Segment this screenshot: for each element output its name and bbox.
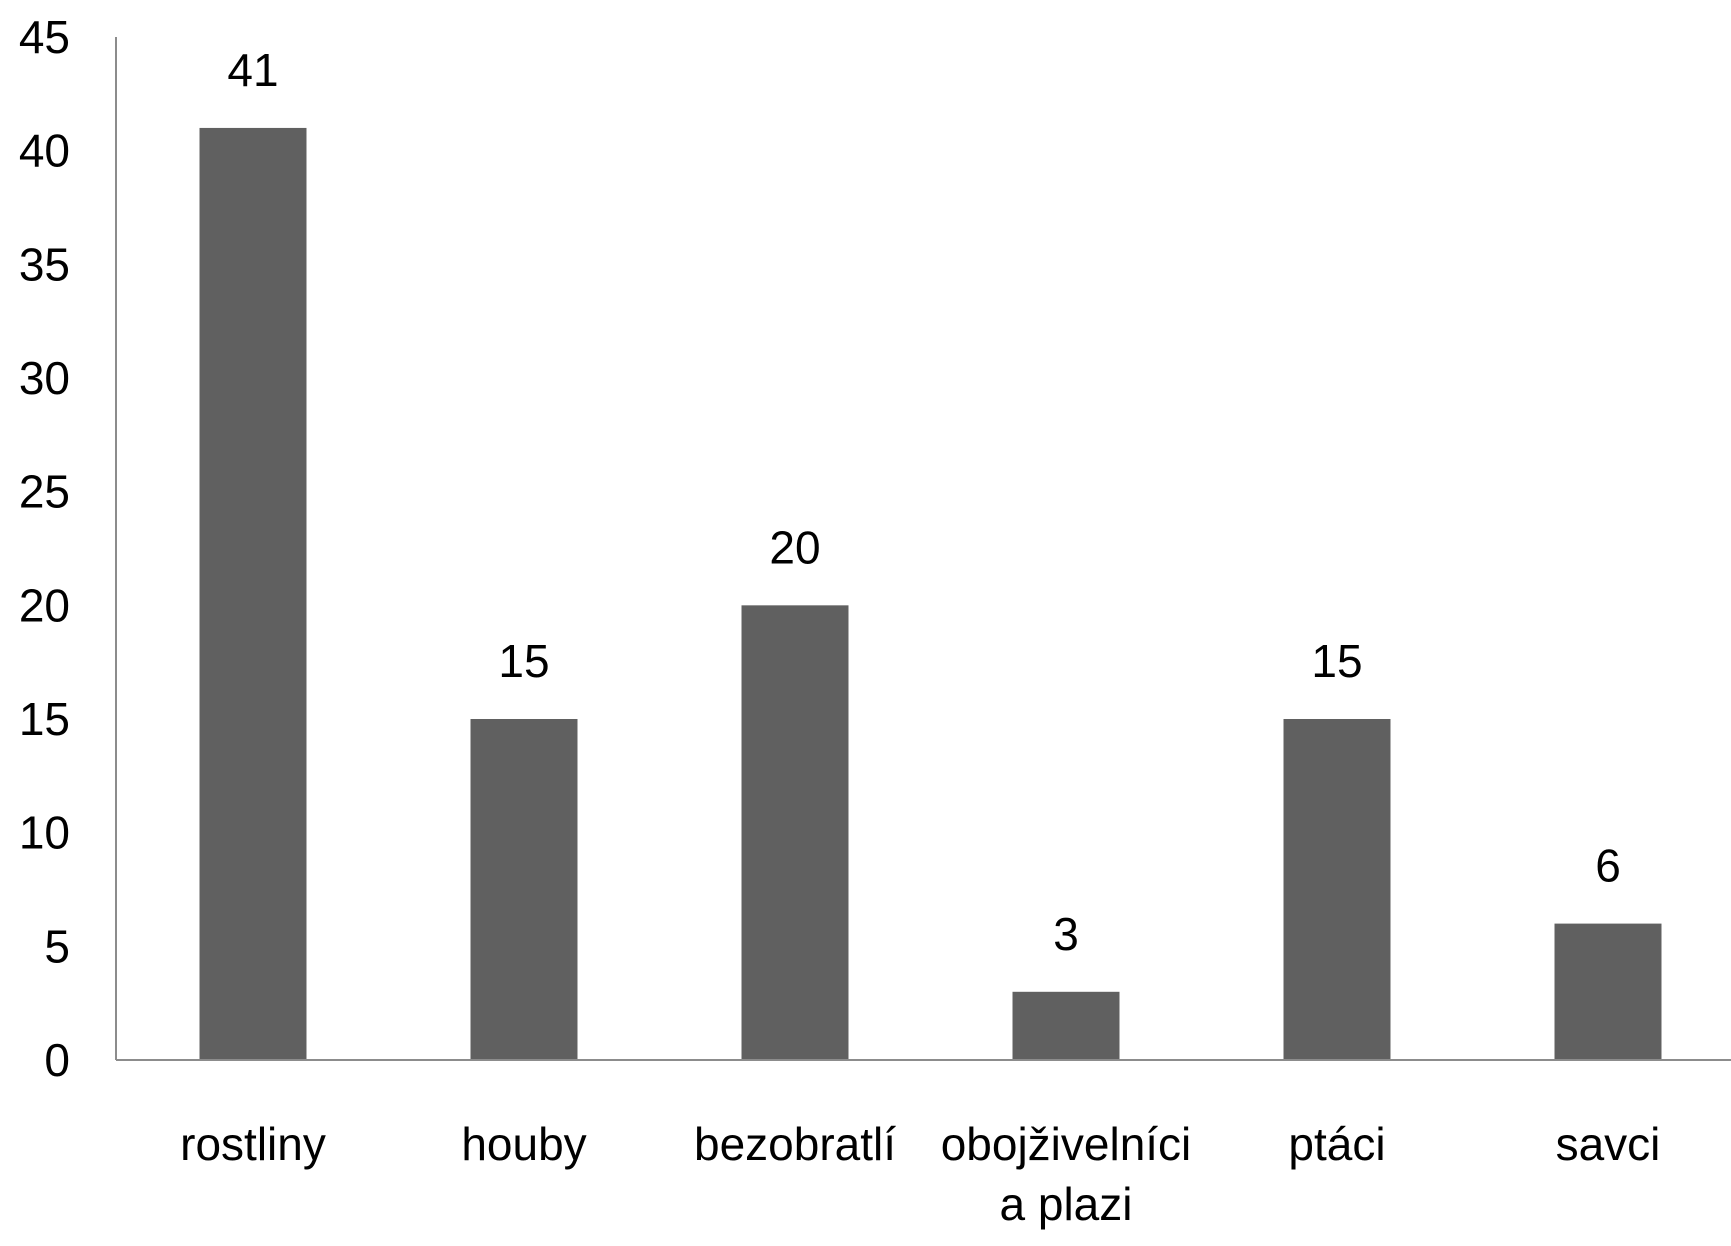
y-tick-label: 45 [19, 11, 70, 63]
x-category-label-line: a plazi [1000, 1178, 1133, 1230]
y-tick-label: 15 [19, 693, 70, 745]
x-category-label-line: savci [1556, 1118, 1661, 1170]
bar [1283, 719, 1391, 1060]
x-category-label-line: ptáci [1288, 1118, 1385, 1170]
x-category-label-line: obojživelníci [941, 1118, 1192, 1170]
x-category-label: ptáci [1288, 1118, 1385, 1170]
x-category-label-line: rostliny [180, 1118, 326, 1170]
y-tick-label: 40 [19, 125, 70, 177]
y-tick-label: 10 [19, 807, 70, 859]
x-category-label: bezobratlí [694, 1118, 896, 1170]
x-category-label-line: houby [461, 1118, 586, 1170]
bar-value-label: 15 [1311, 635, 1362, 687]
bar-value-label: 41 [227, 44, 278, 96]
bar [199, 127, 307, 1060]
x-category-label: houby [461, 1118, 586, 1170]
x-category-label: obojživelníci a plazi [941, 1118, 1192, 1230]
x-category-label: savci [1556, 1118, 1661, 1170]
y-axis-ticks: 0 5 10 15 20 25 30 35 40 45 [19, 11, 70, 1086]
y-tick-label: 5 [44, 920, 70, 972]
bar-value-label: 3 [1053, 908, 1079, 960]
x-category-label: rostliny [180, 1118, 326, 1170]
y-tick-label: 35 [19, 238, 70, 290]
bar-value-label: 15 [498, 635, 549, 687]
x-category-label-line: bezobratlí [694, 1118, 896, 1170]
bar [1012, 991, 1120, 1060]
bar [741, 605, 849, 1060]
bar [1554, 923, 1662, 1060]
bar-value-label: 6 [1595, 840, 1621, 892]
y-tick-label: 0 [44, 1034, 70, 1086]
bar [470, 719, 578, 1060]
data-labels: 41 15 20 3 15 6 [227, 44, 1620, 960]
x-axis-category-labels: rostliny houby bezobratlí obojživelníci a pl… [180, 1118, 1660, 1230]
y-tick-label: 25 [19, 466, 70, 518]
bar-value-label: 20 [769, 521, 820, 573]
bars [199, 127, 1662, 1060]
y-tick-label: 30 [19, 352, 70, 404]
y-tick-label: 20 [19, 579, 70, 631]
